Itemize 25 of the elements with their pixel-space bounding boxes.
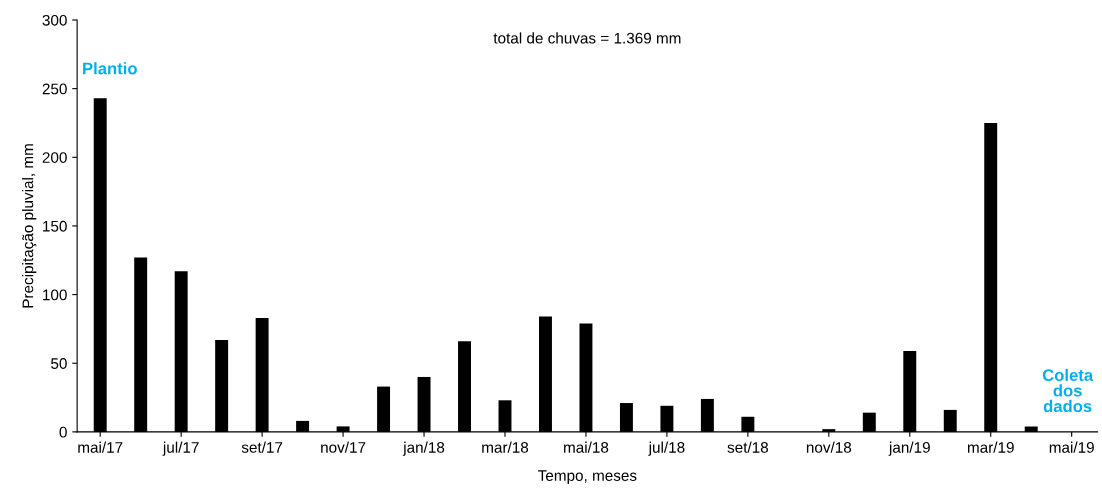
y-axis-title: Precipitação pluvial, mm [22, 144, 37, 308]
x-tick-label: nov/17 [321, 441, 366, 453]
x-tick-label: set/18 [727, 441, 769, 453]
y-tick-label: 150 [43, 220, 67, 232]
annotation: Plantio [83, 62, 137, 75]
x-tick-label: mai/19 [1049, 441, 1094, 453]
y-tick-label: 100 [43, 289, 67, 301]
x-tick-label: mai/17 [78, 441, 123, 453]
y-tick-label: 50 [51, 358, 67, 369]
x-tick-label: set/17 [241, 441, 283, 453]
y-tick-label: 300 [42, 14, 67, 26]
y-tick-label: 250 [42, 83, 67, 95]
x-tick-label: mai/18 [564, 441, 609, 453]
y-tick-label: 0 [59, 426, 67, 438]
x-tick-label: jan/18 [402, 441, 445, 456]
x-tick-label: nov/18 [806, 441, 852, 453]
annotation: Coleta dos dados [1042, 368, 1094, 413]
x-tick-label: jan/19 [888, 441, 930, 456]
y-tick-label: 200 [42, 152, 67, 163]
x-tick-label: jul/18 [648, 441, 685, 456]
x-tick-label: mar/19 [967, 441, 1014, 453]
x-tick-label: mar/18 [482, 441, 529, 453]
x-axis-title: Tempo, meses [538, 470, 637, 484]
x-tick-label: jul/17 [162, 441, 199, 456]
annotation: total de chuvas = 1.369 mm [493, 32, 681, 44]
